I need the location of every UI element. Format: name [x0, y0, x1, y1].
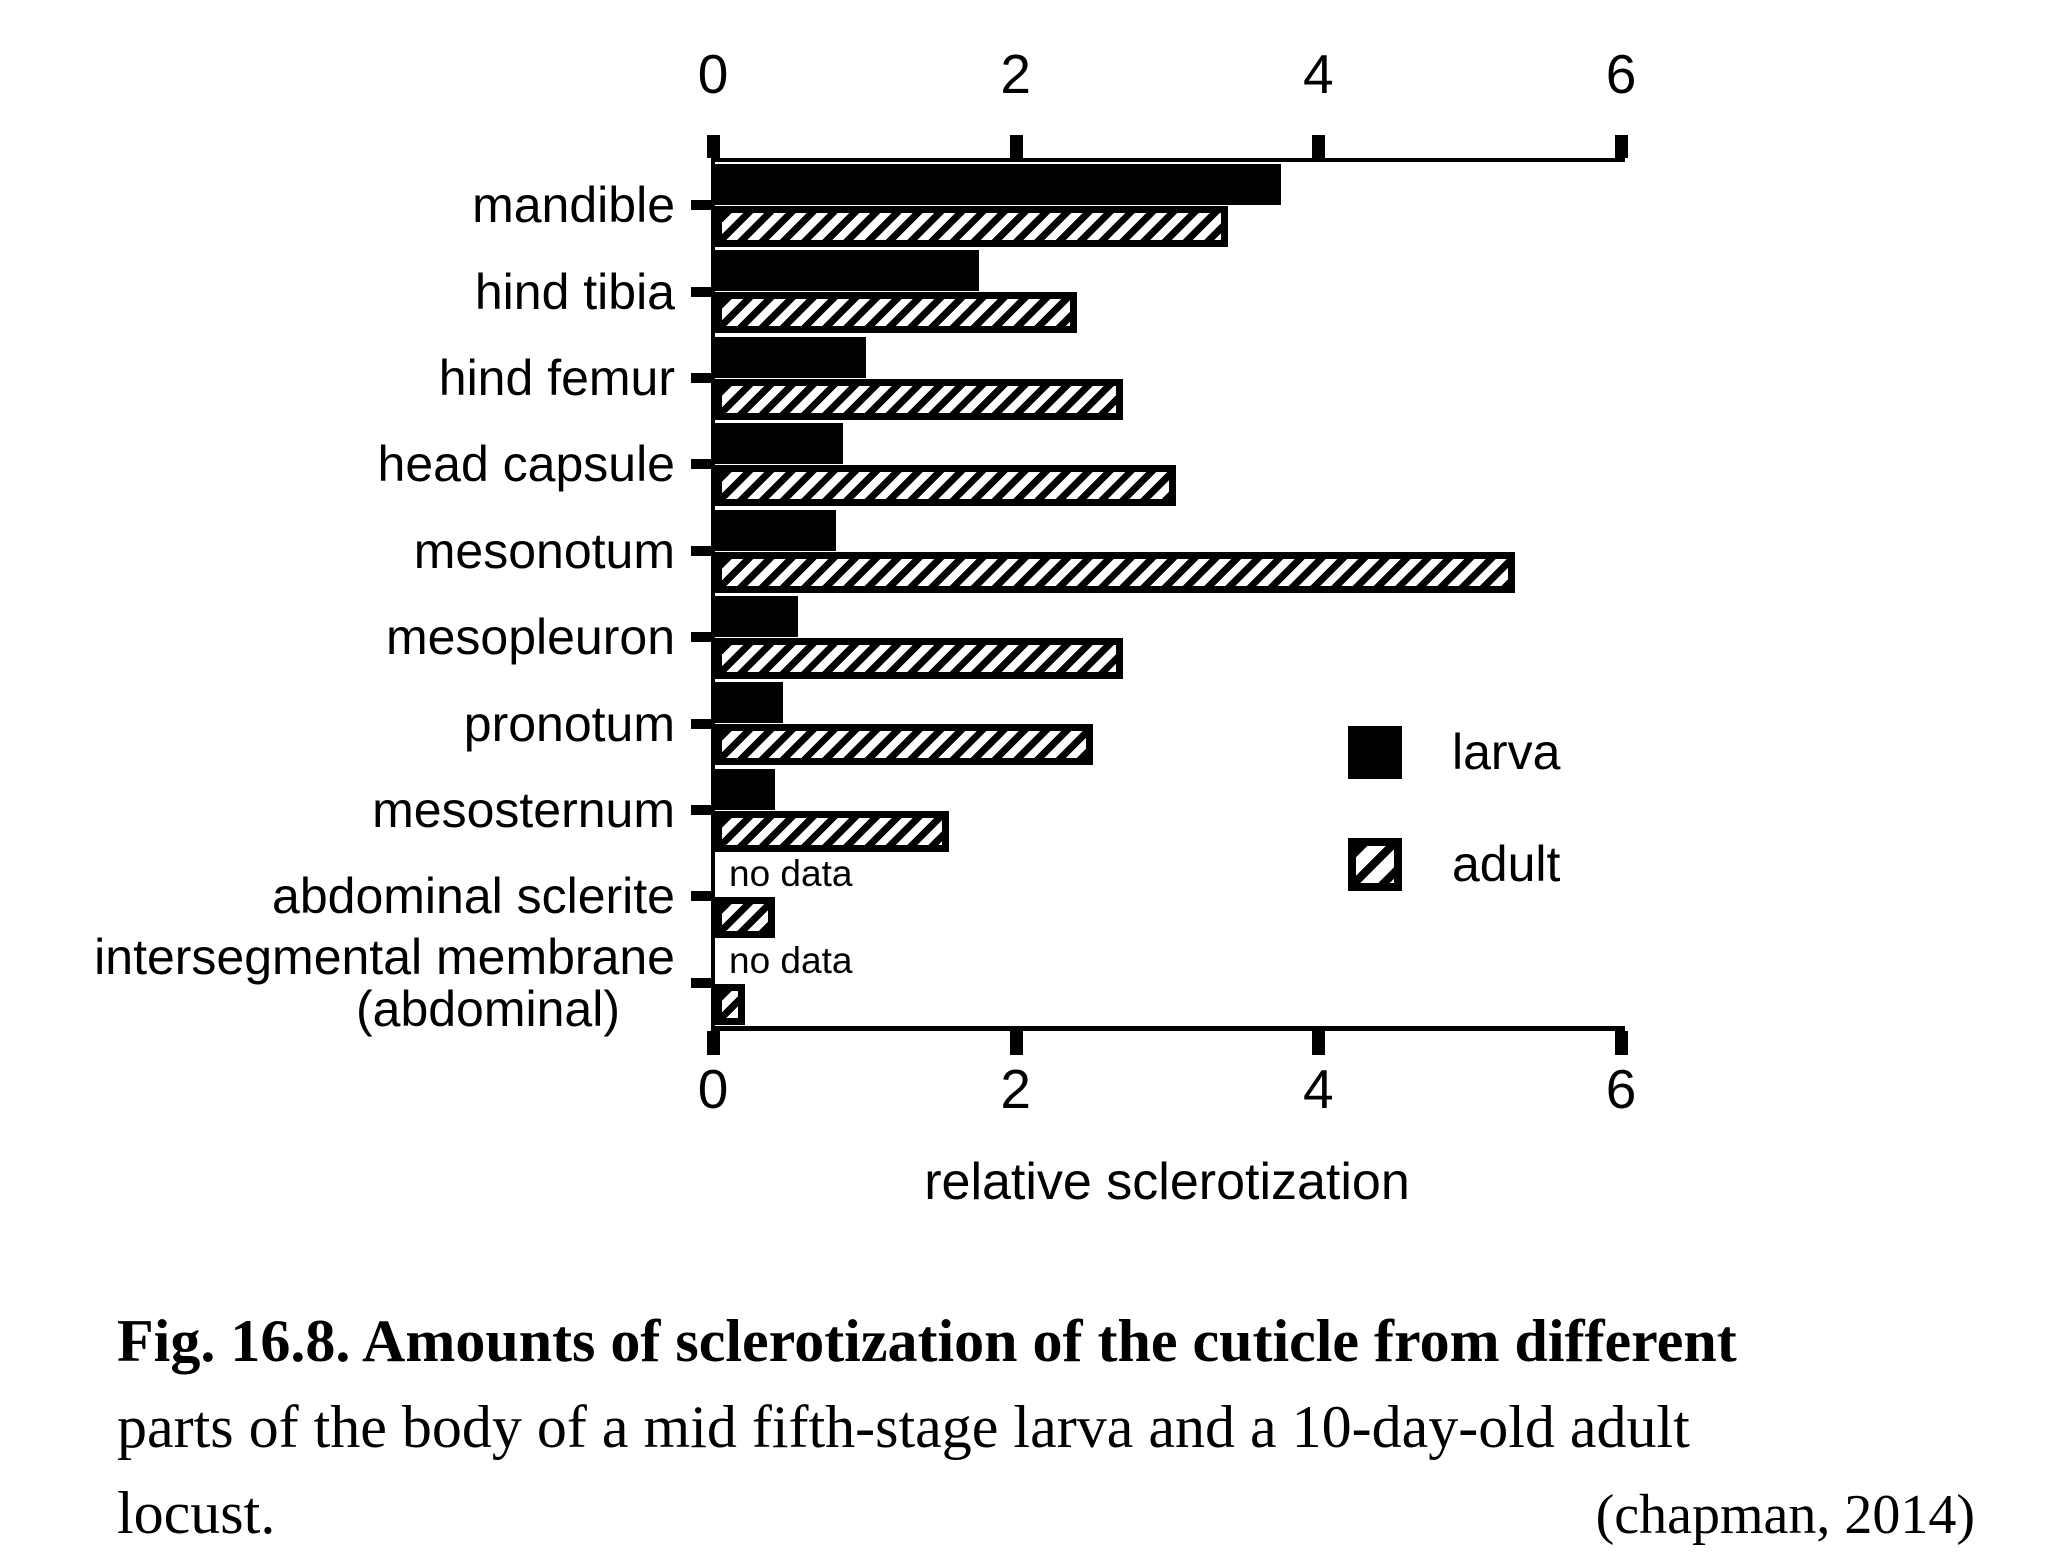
category-label-text: hind femur: [438, 349, 675, 406]
no-data-label: no data: [729, 939, 853, 981]
axis-tick: [707, 1031, 720, 1055]
left-axis-line: [711, 158, 715, 1031]
legend-label-adult: adult: [1452, 836, 1561, 892]
category-label: hind tibia: [0, 248, 675, 334]
legend-item-adult: adult: [1348, 835, 1560, 893]
axis-tick-label: 2: [1000, 43, 1031, 105]
larva-bar: [715, 336, 866, 378]
axis-tick-label: 0: [697, 43, 729, 105]
no-data-label: no data: [729, 853, 853, 895]
category-label-text: mesosternum: [372, 781, 675, 838]
larva-bar: [715, 596, 799, 637]
category-tick: [691, 805, 713, 815]
bar-row: [715, 335, 1621, 421]
larva-bar: [715, 509, 836, 551]
bar-row: [715, 680, 1621, 766]
category-tick: [691, 718, 713, 729]
category-tick: [691, 632, 713, 643]
adult-bar: [715, 378, 1123, 420]
bar-row: [715, 248, 1621, 334]
category-label: mesosternum: [0, 767, 675, 853]
caption-line-3: locust.: [117, 1480, 276, 1546]
category-labels: mandible hind tibia hind femur head capsule…: [0, 0, 693, 1100]
category-label: mandible: [0, 162, 675, 248]
adult-bar: [715, 206, 1229, 247]
category-tick: [691, 373, 713, 383]
axis-tick-label: 6: [1605, 1058, 1637, 1120]
axis-tick-label: 0: [697, 1058, 729, 1120]
category-label-text-line2: (abdominal): [355, 980, 620, 1037]
bar-row: no data: [715, 940, 1621, 1026]
category-label: hind femur: [0, 335, 675, 421]
category-label: abdominal sclerite: [0, 853, 675, 939]
axis-tick-label: 4: [1303, 43, 1334, 105]
larva-bar: [715, 768, 776, 810]
category-label-text: mesonotum: [413, 522, 675, 579]
adult-swatch-icon: [1348, 837, 1402, 891]
bar-row: [715, 508, 1621, 594]
legend-label-larva: larva: [1452, 724, 1561, 780]
axis-tick: [1312, 135, 1326, 158]
adult-bar: [715, 897, 776, 939]
category-label-text: mandible: [472, 177, 675, 234]
category-label: intersegmental membrane (abdominal): [0, 931, 675, 1035]
caption-line-1: Fig. 16.8. Amounts of sclerotization of …: [117, 1308, 1737, 1374]
category-tick: [691, 286, 713, 297]
bar-row: no data: [715, 853, 1621, 939]
axis-tick-label: 2: [1000, 1058, 1031, 1120]
larva-bar: [715, 250, 980, 292]
category-tick: [691, 977, 713, 988]
larva-bar: [715, 682, 783, 724]
category-label-text: hind tibia: [474, 263, 675, 320]
caption-line-2: parts of the body of a mid fifth-stage l…: [117, 1394, 1690, 1460]
category-label-text: head capsule: [377, 436, 675, 493]
plot-area: no data no data: [715, 162, 1621, 1026]
larva-bar: [715, 423, 844, 465]
axis-tick: [1615, 135, 1628, 158]
axis-tick: [1009, 135, 1023, 158]
category-label-text: abdominal sclerite: [272, 868, 675, 925]
adult-bar: [715, 551, 1516, 593]
category-label: pronotum: [0, 680, 675, 766]
larva-swatch-icon: [1348, 725, 1402, 779]
category-tick: [691, 891, 713, 902]
adult-bar: [715, 810, 950, 852]
top-axis-line: [711, 158, 1625, 162]
larva-bar: [715, 164, 1282, 205]
axis-tick-label: 4: [1303, 1058, 1334, 1120]
bottom-axis-line: [711, 1026, 1625, 1031]
axis-tick-label: 6: [1605, 43, 1637, 105]
axis-tick: [1615, 1031, 1628, 1055]
legend-item-larva: larva: [1348, 723, 1560, 781]
category-tick: [691, 545, 713, 556]
adult-bar: [715, 292, 1078, 334]
category-label-text: mesopleuron: [385, 609, 675, 666]
x-axis-title: relative sclerotization: [924, 1153, 1410, 1211]
adult-bar: [715, 724, 1093, 766]
category-tick: [691, 459, 713, 470]
category-label: head capsule: [0, 421, 675, 507]
category-label-text: pronotum: [463, 695, 675, 752]
category-label-text: intersegmental membrane: [94, 928, 675, 985]
adult-bar: [715, 638, 1123, 679]
category-tick: [691, 200, 713, 211]
caption-attribution: (chapman, 2014): [1595, 1484, 1975, 1546]
axis-tick: [1009, 1031, 1023, 1055]
axis-tick: [1312, 1031, 1326, 1055]
bar-row: [715, 767, 1621, 853]
bar-row: [715, 162, 1621, 248]
figure-caption: Fig. 16.8. Amounts of sclerotization of …: [117, 1298, 1975, 1558]
category-label: mesopleuron: [0, 594, 675, 680]
axis-tick: [707, 135, 720, 158]
bar-row: [715, 421, 1621, 507]
bar-row: [715, 594, 1621, 680]
category-label: mesonotum: [0, 508, 675, 594]
adult-bar: [715, 983, 746, 1025]
adult-bar: [715, 465, 1176, 507]
